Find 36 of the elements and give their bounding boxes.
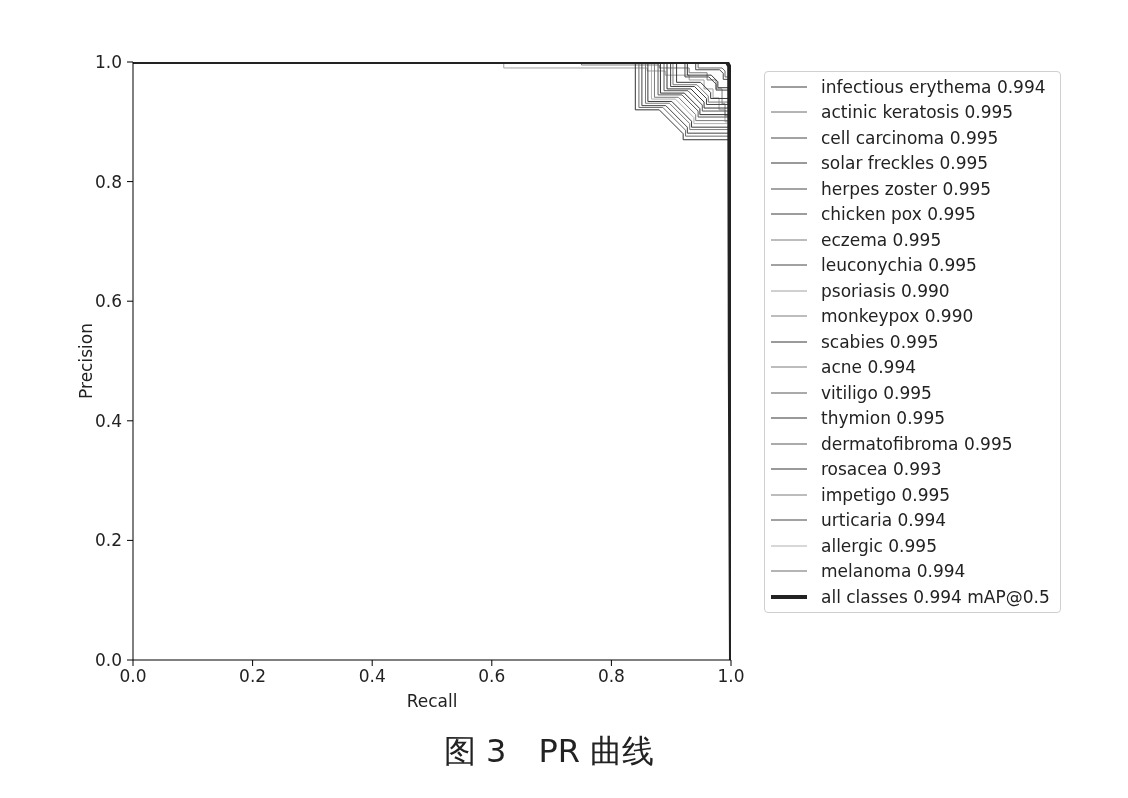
legend-label: allergic 0.995 (821, 535, 937, 556)
legend-label: leuconychia 0.995 (821, 255, 977, 276)
x-tick-label: 1.0 (717, 666, 745, 687)
caption: 图 3 PR 曲线 (443, 732, 655, 770)
legend-label: infectious erythema 0.994 (821, 76, 1046, 97)
y-tick-label: 0.8 (94, 171, 122, 192)
y-tick-label: 0.0 (94, 650, 122, 671)
legend-label: chicken pox 0.995 (821, 204, 976, 225)
legend-label: all classes 0.994 mAP@0.5 (821, 586, 1050, 607)
x-tick-label: 0.2 (239, 666, 267, 687)
legend-label: thymion 0.995 (821, 408, 946, 429)
legend-label: eczema 0.995 (821, 229, 942, 250)
legend-label: cell carcinoma 0.995 (821, 127, 999, 148)
legend-label: melanoma 0.994 (821, 561, 966, 582)
legend-label: dermatofibroma 0.995 (821, 433, 1013, 454)
x-tick-label: 0.6 (478, 666, 506, 687)
legend-label: monkeypox 0.990 (821, 306, 974, 327)
legend-label: psoriasis 0.990 (821, 280, 950, 301)
y-tick-label: 0.2 (94, 530, 122, 551)
y-tick-label: 0.6 (94, 291, 122, 312)
y-tick-label: 0.4 (94, 410, 122, 431)
legend-label: rosacea 0.993 (821, 459, 942, 480)
x-tick-label: 0.8 (597, 666, 625, 687)
x-axis-title: Recall (406, 691, 458, 711)
x-tick-label: 0.0 (119, 666, 147, 687)
legend-label: urticaria 0.994 (821, 510, 947, 531)
legend-label: solar freckles 0.995 (821, 153, 989, 174)
y-tick-label: 1.0 (94, 52, 122, 73)
x-tick-label: 0.4 (358, 666, 386, 687)
legend-label: herpes zoster 0.995 (821, 178, 992, 199)
legend-label: vitiligo 0.995 (821, 382, 932, 403)
legend-label: actinic keratosis 0.995 (821, 102, 1014, 123)
legend-label: acne 0.994 (821, 357, 917, 378)
legend-label: scabies 0.995 (821, 331, 939, 352)
legend-label: impetigo 0.995 (821, 484, 951, 505)
y-axis-title: Precision (76, 323, 96, 399)
